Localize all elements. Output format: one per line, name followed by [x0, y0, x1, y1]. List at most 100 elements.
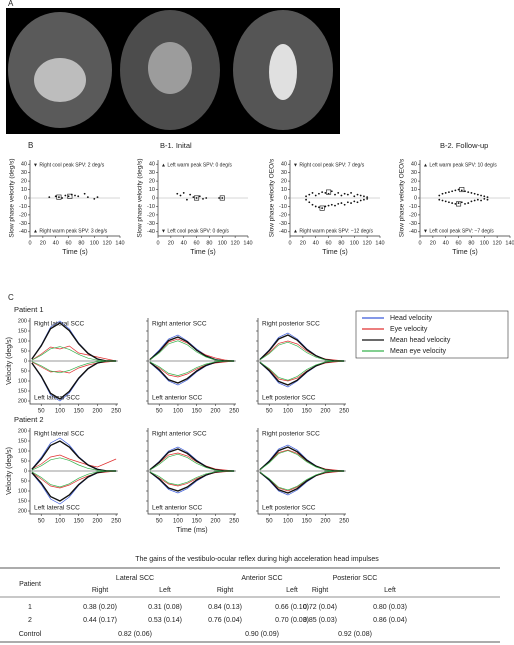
- data-point: [330, 190, 333, 193]
- data-point: [182, 192, 185, 194]
- x-tick-label: 150: [192, 519, 203, 525]
- data-point: [318, 192, 320, 195]
- data-point: [457, 188, 460, 191]
- data-point: [464, 203, 466, 205]
- canal-label: Left lateral SCC: [34, 505, 80, 512]
- data-point: [350, 202, 352, 204]
- data-point: [473, 199, 476, 202]
- velocity-line: [31, 322, 117, 362]
- data-point: [221, 197, 224, 199]
- heading: B-2. Follow-up: [440, 141, 488, 150]
- y-axis-label: Slow phase velocity OEO/s: [269, 158, 276, 237]
- y-tick-label: -40: [147, 229, 155, 235]
- data-point: [74, 194, 76, 197]
- y-tick-label: 100: [18, 338, 27, 344]
- data-point: [314, 194, 317, 197]
- data-point: [451, 190, 454, 193]
- table-cell: 0.84 (0.13): [208, 604, 242, 611]
- legend-label: Eye velocity: [390, 326, 428, 333]
- x-tick-label: 100: [480, 240, 489, 246]
- data-point: [473, 192, 476, 195]
- data-point: [444, 192, 447, 194]
- table-cell: 0.92 (0.08): [338, 631, 372, 638]
- data-point: [202, 197, 204, 200]
- data-point: [61, 197, 64, 199]
- mri-detail: [148, 42, 192, 94]
- panel-label: C: [8, 293, 14, 302]
- data-point: [470, 192, 473, 194]
- x-tick-label: 100: [55, 519, 66, 525]
- x-axis-label: Time (s): [322, 249, 347, 256]
- x-axis-label: Time (s): [62, 249, 87, 256]
- annotation: ▲ Right warm peak SPV: 3 deg/s: [33, 228, 108, 234]
- x-tick-label: 100: [218, 240, 227, 246]
- data-point: [58, 196, 60, 199]
- annotation: ▼ Left cool peak SPV: 0 deg/s: [161, 228, 229, 234]
- data-point: [467, 202, 470, 204]
- x-tick-label: 250: [111, 519, 122, 525]
- x-tick-label: 140: [115, 240, 124, 246]
- data-point: [93, 197, 96, 200]
- x-tick-label: 40: [443, 240, 449, 246]
- x-tick-label: 20: [430, 240, 436, 246]
- x-tick-label: 50: [38, 409, 45, 415]
- data-point: [321, 207, 324, 210]
- data-point: [186, 198, 188, 201]
- annotation: ▲ Right warm peak SPV: −12 deg/s: [293, 228, 373, 234]
- data-point: [86, 196, 89, 199]
- y-tick-label: 10: [411, 187, 417, 193]
- data-point: [350, 192, 352, 194]
- velocity-line: [31, 470, 117, 502]
- data-point: [464, 190, 466, 193]
- table-cell: 0.76 (0.04): [208, 617, 242, 624]
- x-tick-label: 120: [363, 240, 372, 246]
- data-point: [460, 201, 463, 204]
- velocity-line: [259, 450, 345, 472]
- data-point: [343, 203, 346, 206]
- peak-marker: [456, 201, 462, 207]
- y-tick-label: 20: [149, 179, 155, 185]
- x-tick-label: 60: [456, 240, 462, 246]
- data-point: [308, 193, 311, 196]
- x-tick-label: 100: [283, 409, 294, 415]
- x-tick-label: 200: [320, 409, 331, 415]
- x-tick-label: 20: [40, 240, 46, 246]
- y-tick-label: -40: [19, 229, 27, 235]
- x-tick-label: 100: [173, 409, 184, 415]
- data-point: [96, 196, 99, 199]
- data-point: [218, 197, 220, 199]
- data-point: [340, 202, 343, 204]
- data-point: [305, 198, 307, 201]
- y-axis-label: Velocity (deg/s): [6, 447, 13, 495]
- data-point: [324, 205, 327, 208]
- data-point: [340, 194, 343, 197]
- legend-label: Head velocity: [390, 315, 433, 322]
- x-tick-label: 200: [92, 519, 103, 525]
- x-tick-label: 0: [288, 240, 291, 246]
- data-point: [359, 194, 362, 197]
- data-point: [359, 199, 362, 202]
- x-tick-label: 150: [192, 409, 203, 415]
- velocity-line: [31, 360, 117, 400]
- table-cell: 0.85 (0.03): [303, 617, 337, 624]
- canal-label: Right posterior SCC: [262, 321, 320, 328]
- table-cell: 1: [28, 604, 32, 611]
- table-subheader: Right: [92, 587, 108, 594]
- x-tick-label: 140: [243, 240, 252, 246]
- canal-label: Left posterior SCC: [262, 505, 316, 512]
- table-header: Lateral SCC: [116, 575, 154, 582]
- data-point: [48, 196, 51, 199]
- y-tick-label: -30: [147, 221, 155, 227]
- velocity-line: [31, 440, 117, 472]
- x-tick-label: 20: [168, 240, 174, 246]
- annotation: ▼ Right cool peak SPV: 2 deg/s: [33, 162, 105, 168]
- peak-marker: [56, 194, 62, 200]
- data-point: [441, 192, 444, 195]
- x-tick-label: 50: [156, 409, 163, 415]
- data-point: [476, 198, 479, 201]
- axis: [257, 428, 346, 515]
- canal-label: Right lateral SCC: [34, 321, 85, 328]
- mri-detail: [269, 44, 297, 100]
- x-tick-label: 100: [350, 240, 359, 246]
- y-tick-label: -40: [409, 229, 417, 235]
